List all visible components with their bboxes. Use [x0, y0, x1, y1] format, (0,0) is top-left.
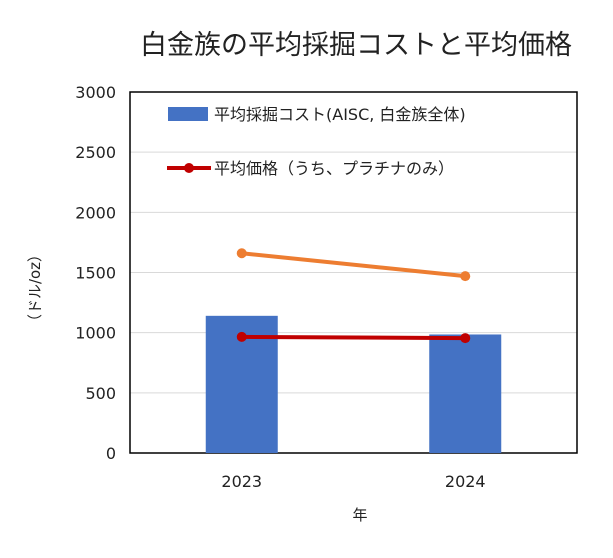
data-point: [236, 331, 247, 342]
legend: 平均採掘コスト(AISC, 白金族全体) 平均価格（うち、プラチナのみ）: [167, 105, 466, 178]
series-line-2: [241, 251, 466, 279]
x-axis-ticks: 2023 2024: [221, 472, 485, 491]
y-tick-label: 3000: [75, 83, 116, 102]
data-point: [460, 333, 471, 344]
x-axis-title: 年: [352, 506, 367, 524]
series-marks: [205, 248, 502, 453]
y-tick-label: 500: [85, 384, 116, 403]
bar: [429, 334, 502, 453]
y-axis-title: （ドル/oz）: [26, 247, 44, 329]
legend-swatch-bar: [168, 107, 208, 121]
data-point: [460, 271, 471, 282]
y-tick-label: 1000: [75, 324, 116, 343]
legend-label-price: 平均価格（うち、プラチナのみ）: [214, 159, 454, 178]
y-tick-label: 1500: [75, 264, 116, 283]
x-tick-label: 2024: [445, 472, 486, 491]
y-axis-ticks: 0 500 1000 1500 2000 2500 3000: [75, 83, 116, 463]
gridlines: [130, 151, 577, 394]
y-tick-label: 2000: [75, 203, 116, 222]
y-tick-label: 2500: [75, 143, 116, 162]
legend-swatch-marker: [184, 163, 194, 173]
series-line-1: [241, 334, 466, 341]
x-tick-label: 2023: [221, 472, 262, 491]
data-point: [236, 248, 247, 259]
legend-label-cost: 平均採掘コスト(AISC, 白金族全体): [214, 105, 466, 124]
chart-title: 白金族の平均採掘コストと平均価格: [140, 30, 572, 61]
y-tick-label: 0: [106, 444, 116, 463]
plot-frame: [129, 91, 578, 454]
